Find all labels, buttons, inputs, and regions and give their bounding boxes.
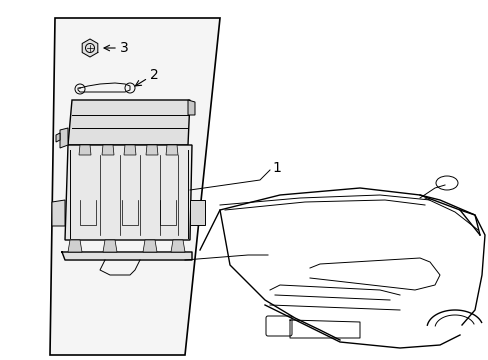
- Polygon shape: [82, 39, 98, 57]
- Polygon shape: [52, 200, 65, 226]
- Polygon shape: [79, 145, 91, 155]
- Polygon shape: [50, 18, 220, 355]
- Text: 2: 2: [150, 68, 159, 82]
- Polygon shape: [165, 145, 178, 155]
- Polygon shape: [124, 145, 136, 155]
- Polygon shape: [56, 133, 60, 142]
- Polygon shape: [142, 240, 157, 252]
- Polygon shape: [62, 252, 192, 260]
- Polygon shape: [102, 145, 114, 155]
- Polygon shape: [65, 145, 192, 240]
- Polygon shape: [171, 240, 184, 252]
- Polygon shape: [68, 100, 190, 145]
- Polygon shape: [60, 128, 68, 148]
- Text: 3: 3: [120, 41, 128, 55]
- Polygon shape: [187, 100, 195, 115]
- Polygon shape: [190, 200, 204, 225]
- Polygon shape: [103, 240, 117, 252]
- Text: 1: 1: [271, 161, 280, 175]
- Polygon shape: [68, 240, 82, 252]
- Polygon shape: [146, 145, 158, 155]
